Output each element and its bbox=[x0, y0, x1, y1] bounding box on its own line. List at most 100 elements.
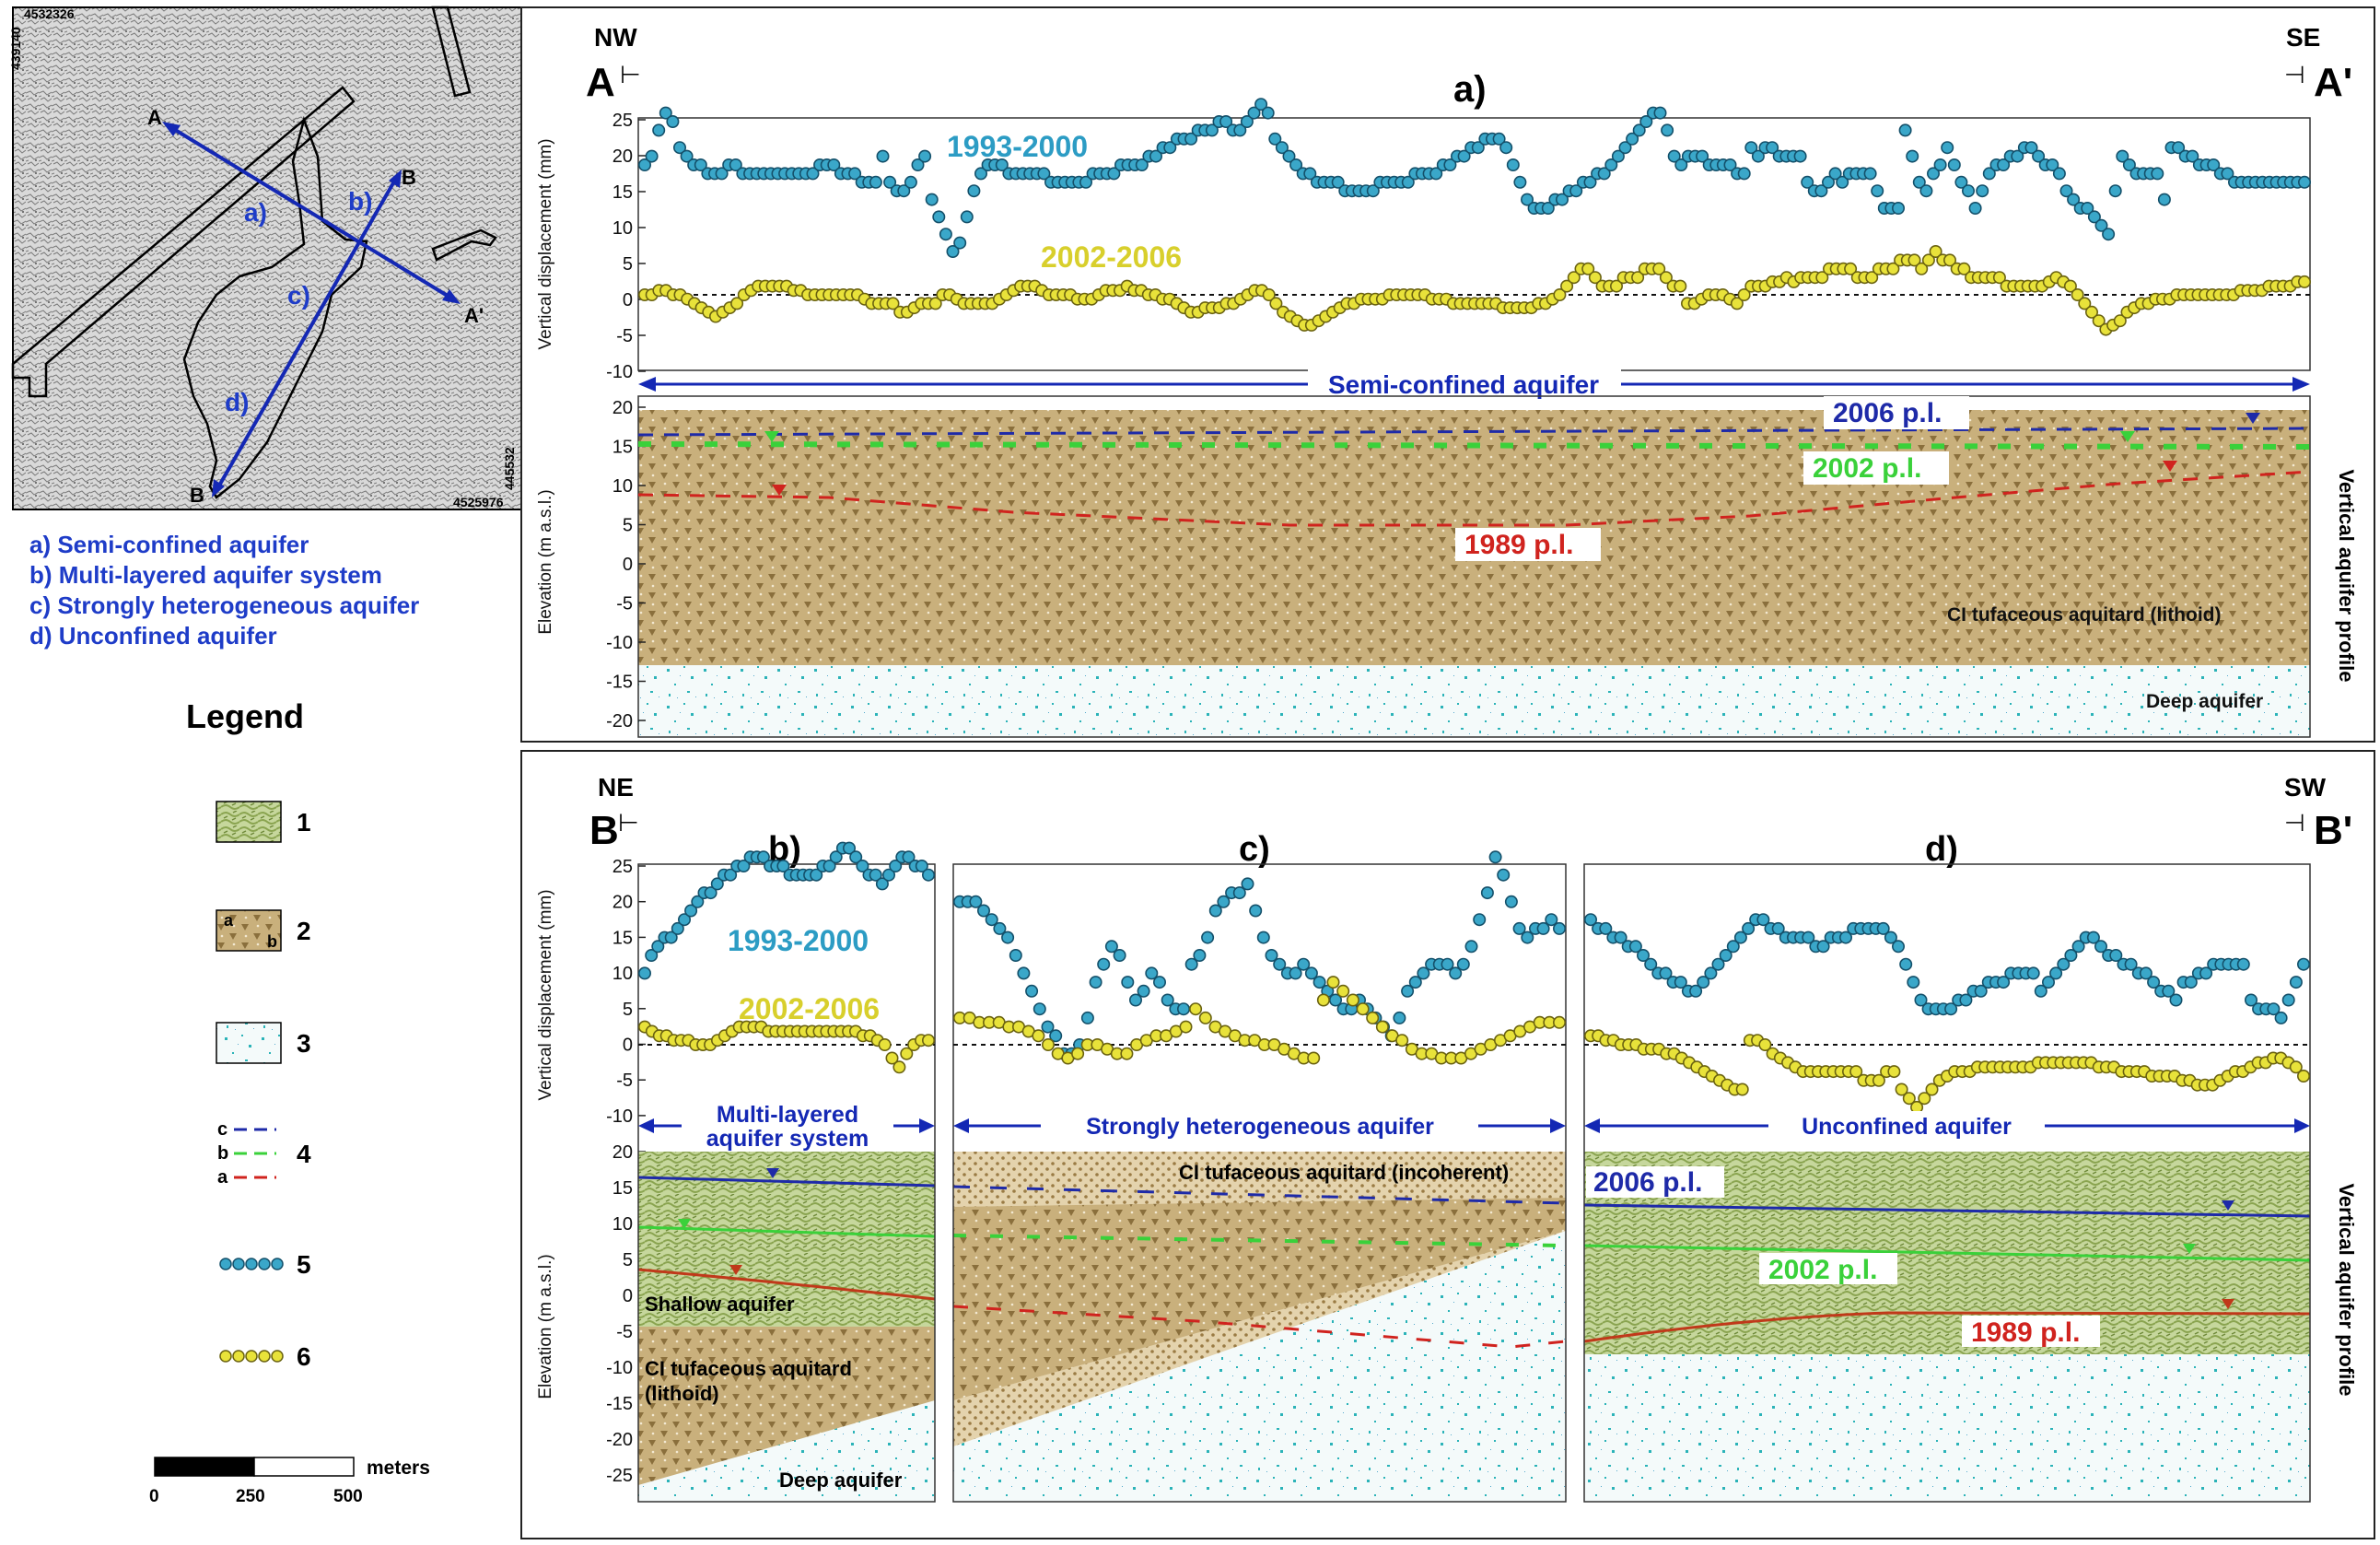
top-elev-tick-label: -10 bbox=[606, 633, 633, 653]
point-1993-2000 bbox=[1273, 957, 1287, 971]
point-1993-2000 bbox=[1441, 957, 1454, 971]
panel-top-ylabel-elev: Elevation (m a.s.l.) bbox=[536, 489, 555, 634]
point-1993-2000 bbox=[1521, 931, 1534, 944]
point-1993-2000 bbox=[1839, 931, 1853, 944]
point-2002-2006 bbox=[1921, 253, 1935, 267]
bottom-elev-tick-label: 20 bbox=[612, 1142, 633, 1163]
bottom-elev-tick-label: -20 bbox=[606, 1430, 633, 1450]
panel-top-marker-1989-b bbox=[2163, 461, 2177, 472]
point-1993-2000 bbox=[953, 236, 967, 250]
panel-top-end-right-tick: ⊣ bbox=[2284, 61, 2305, 88]
point-2002-2006 bbox=[1346, 993, 1359, 1007]
point-1993-2000 bbox=[1282, 149, 1296, 163]
panel-top-end-right: A' bbox=[2314, 60, 2352, 105]
point-2002-2006 bbox=[1908, 253, 1921, 267]
panel-bottom-right-label: Vertical aquifer profile bbox=[2335, 1183, 2358, 1396]
legend-num-1: 1 bbox=[297, 808, 311, 837]
point-1993-2000 bbox=[1836, 175, 1849, 189]
point-1993-2000 bbox=[677, 913, 691, 927]
map-section-b-line bbox=[214, 174, 400, 493]
subpanel-c-aquitard-label: CI tufaceous aquitard (incoherent) bbox=[1179, 1161, 1509, 1184]
panel-bottom-end-left: B bbox=[589, 808, 619, 853]
point-2002-2006 bbox=[1849, 1065, 1863, 1079]
panel-top-pl-1989-bg bbox=[1455, 528, 1601, 561]
legend-num-2: 2 bbox=[297, 917, 311, 945]
point-1993-2000 bbox=[2221, 167, 2234, 181]
top-elev-tick-label: 20 bbox=[612, 398, 633, 418]
legend-sub-2b: b bbox=[267, 932, 277, 951]
point-1993-2000 bbox=[2094, 940, 2108, 954]
subpanel-b-pl-2002 bbox=[637, 1225, 936, 1238]
point-1993-2000 bbox=[1933, 158, 1947, 172]
panel-top-pl-2002-bg bbox=[1803, 451, 1949, 485]
point-1993-2000 bbox=[1219, 115, 1233, 129]
point-1993-2000 bbox=[911, 158, 925, 172]
point-1993-2000 bbox=[1366, 184, 1380, 198]
legend-num-3: 3 bbox=[297, 1029, 311, 1058]
subpanel-d-pl-1989-bg bbox=[1962, 1316, 2100, 1347]
point-2002-2006 bbox=[885, 1051, 899, 1065]
subpanel-c-pl-1989 bbox=[952, 1305, 1567, 1349]
point-1993-2000 bbox=[1997, 976, 2011, 989]
point-1993-2000 bbox=[904, 175, 917, 189]
subpanel-c-pl-2002 bbox=[952, 1234, 1567, 1247]
legend-num-4: 4 bbox=[297, 1140, 311, 1168]
legend-dots-5 bbox=[219, 1258, 284, 1270]
point-2002-2006 bbox=[878, 1038, 892, 1052]
subpanel-b-shallow-label: Shallow aquifer bbox=[645, 1293, 795, 1316]
point-1993-2000 bbox=[1816, 940, 1830, 954]
map-point-a-prime: A' bbox=[464, 304, 484, 327]
point-1993-2000 bbox=[1751, 149, 1765, 163]
panel-top-marker-1989-a bbox=[772, 485, 787, 496]
point-2002-2006 bbox=[1366, 1011, 1380, 1024]
location-map: 4532326 439140 4525976 445532 A A' B B a… bbox=[8, 6, 522, 510]
subpanel-c-frame bbox=[952, 863, 1567, 1503]
subpanel-d-arrowhead-left bbox=[1584, 1118, 1600, 1133]
point-1993-2000 bbox=[1667, 149, 1681, 163]
panel-bottom-dir-left: NE bbox=[598, 773, 634, 802]
point-1993-2000 bbox=[1941, 141, 1954, 155]
point-1993-2000 bbox=[1480, 886, 1494, 900]
bottom-disp-tick-label: 0 bbox=[623, 1036, 633, 1056]
point-1993-2000 bbox=[1766, 141, 1779, 155]
point-1993-2000 bbox=[1632, 123, 1646, 137]
point-1993-2000 bbox=[1599, 921, 1613, 935]
point-2002-2006 bbox=[1992, 271, 2006, 285]
point-1993-2000 bbox=[932, 210, 946, 224]
subpanel-b-aquitard-label-1: CI tufaceous aquitard bbox=[645, 1357, 852, 1380]
legend: Legend 1 a b 2 3 c b a 4 5 6 bbox=[149, 697, 430, 1506]
point-1993-2000 bbox=[1723, 158, 1737, 172]
scale-tick-500: 500 bbox=[333, 1487, 363, 1506]
point-1993-2000 bbox=[1871, 184, 1884, 198]
point-1993-2000 bbox=[1644, 957, 1658, 971]
point-2002-2006 bbox=[1307, 1051, 1321, 1065]
point-1993-2000 bbox=[1504, 895, 1518, 908]
point-2002-2006 bbox=[730, 297, 744, 310]
point-1993-2000 bbox=[1863, 167, 1877, 181]
map-point-a: A bbox=[147, 106, 162, 129]
point-2002-2006 bbox=[1336, 984, 1350, 998]
point-2002-2006 bbox=[1631, 271, 1645, 285]
point-1993-2000 bbox=[2116, 149, 2129, 163]
point-1993-2000 bbox=[856, 859, 869, 872]
point-1993-2000 bbox=[1240, 115, 1254, 129]
point-1993-2000 bbox=[1161, 993, 1174, 1007]
point-1993-2000 bbox=[993, 921, 1007, 935]
point-1993-2000 bbox=[1079, 175, 1093, 189]
map-coord-bottom-right: 4525976 bbox=[453, 495, 504, 509]
panel-top-disp-ticks: 25 20 15 10 5 0 -5 -10 bbox=[606, 111, 646, 382]
subpanel-b-marker-2002 bbox=[678, 1219, 691, 1229]
subpanel-d-deep-layer bbox=[1584, 1354, 2310, 1502]
bottom-disp-tick-label: 15 bbox=[612, 928, 633, 948]
point-1993-2000 bbox=[645, 149, 659, 163]
point-1993-2000 bbox=[776, 859, 790, 872]
point-1993-2000 bbox=[2267, 1002, 2281, 1016]
point-2002-2006 bbox=[1758, 1038, 1772, 1052]
point-1993-2000 bbox=[1639, 115, 1653, 129]
point-1993-2000 bbox=[1193, 949, 1207, 963]
point-2002-2006 bbox=[1844, 262, 1858, 275]
sections-list: a) Semi-confined aquifer b) Multi-layere… bbox=[29, 531, 419, 650]
point-1993-2000 bbox=[1261, 106, 1275, 120]
subpanel-c-deep-layer bbox=[953, 1231, 1566, 1502]
